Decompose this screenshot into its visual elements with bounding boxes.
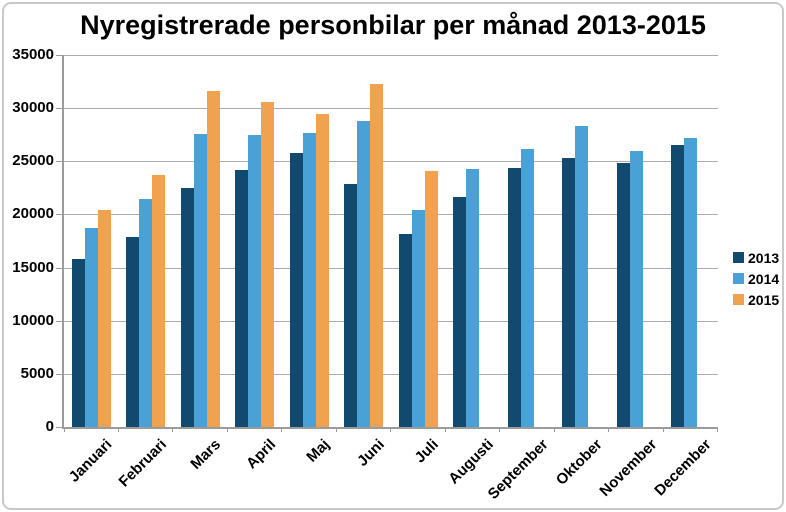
x-axis-tick bbox=[64, 427, 65, 432]
legend: 2013 2014 2015 bbox=[733, 247, 779, 310]
legend-swatch-2014 bbox=[733, 273, 744, 284]
y-axis-label-25000: 25000 bbox=[12, 152, 54, 170]
bar-2013-Juli bbox=[398, 233, 412, 427]
y-axis-label-35000: 35000 bbox=[12, 46, 54, 63]
y-axis-tick bbox=[56, 267, 62, 269]
bar-2013-Mars bbox=[180, 187, 194, 427]
bar-2013-December bbox=[671, 145, 685, 427]
bar-2013-November bbox=[616, 163, 630, 427]
bar-2015-Juni bbox=[370, 83, 384, 427]
bar-2013-Maj bbox=[289, 152, 303, 427]
y-axis-label-30000: 30000 bbox=[12, 99, 54, 117]
x-axis-label-Maj: Maj bbox=[303, 436, 334, 466]
x-axis-tick bbox=[281, 427, 282, 432]
bar-2013-Augusti bbox=[453, 196, 467, 427]
bar-2015-Juli bbox=[424, 170, 438, 427]
bar-2015-April bbox=[261, 102, 275, 427]
x-axis-tick bbox=[335, 427, 337, 432]
plot-area: 0 5000 10000 15000 20000 25000 30000 35000 Janua… bbox=[12, 47, 718, 503]
y-axis-label-20000: 20000 bbox=[12, 205, 54, 223]
x-axis-label-November: November bbox=[596, 436, 661, 500]
x-axis-label-December: December bbox=[651, 436, 715, 500]
legend-label-2013: 2013 bbox=[748, 249, 780, 266]
bar-2015-Februari bbox=[152, 175, 166, 427]
x-axis-tick bbox=[117, 427, 119, 432]
x-axis-tick bbox=[226, 427, 228, 432]
bar-2014-December bbox=[684, 138, 698, 427]
gridline-25000 bbox=[64, 161, 718, 163]
y-axis-tick bbox=[56, 55, 62, 56]
legend-item-2014: 2014 bbox=[733, 268, 779, 289]
legend-swatch-2015 bbox=[733, 294, 744, 305]
bar-2015-Maj bbox=[315, 114, 329, 427]
x-axis-tick bbox=[444, 427, 446, 432]
legend-swatch-2013 bbox=[733, 252, 744, 263]
gridline-5000 bbox=[64, 373, 718, 375]
bar-2014-April bbox=[248, 134, 262, 427]
legend-label-2015: 2015 bbox=[748, 291, 780, 308]
x-axis-label-April: April bbox=[242, 436, 279, 473]
x-axis-tick bbox=[717, 427, 718, 432]
y-axis-tick bbox=[56, 320, 62, 322]
bar-2014-September bbox=[520, 149, 534, 427]
bar-2013-Oktober bbox=[562, 158, 576, 427]
gridline-10000 bbox=[64, 320, 718, 322]
bar-2013-April bbox=[235, 170, 249, 427]
x-axis-label-Januari: Januari bbox=[65, 436, 116, 486]
x-axis-tick bbox=[390, 427, 391, 432]
y-axis-label-15000: 15000 bbox=[12, 258, 54, 276]
y-axis-tick bbox=[56, 373, 62, 375]
bar-2014-Juni bbox=[357, 120, 371, 427]
gridline-15000 bbox=[64, 267, 718, 269]
x-axis-label-Juli: Juli bbox=[411, 436, 443, 467]
x-axis-label-Augusti: Augusti bbox=[445, 436, 497, 488]
x-axis-tick bbox=[553, 427, 555, 432]
bar-2014-Augusti bbox=[466, 168, 480, 427]
x-axis-label-Februari: Februari bbox=[115, 436, 170, 491]
y-axis-tick bbox=[56, 427, 62, 428]
bar-2013-Januari bbox=[71, 259, 85, 427]
y-axis-label-5000: 5000 bbox=[20, 364, 54, 382]
gridline-30000 bbox=[64, 108, 718, 110]
bar-2014-Februari bbox=[139, 198, 153, 427]
bar-2014-Oktober bbox=[575, 126, 589, 427]
y-axis-label-10000: 10000 bbox=[12, 311, 54, 329]
legend-item-2015: 2015 bbox=[733, 289, 779, 310]
bar-2014-Januari bbox=[84, 228, 98, 427]
legend-item-2013: 2013 bbox=[733, 247, 779, 268]
gridline-35000 bbox=[64, 55, 718, 56]
x-axis-label-Mars: Mars bbox=[187, 436, 225, 473]
chart-title: Nyregistrerade personbilar per månad 201… bbox=[80, 10, 706, 40]
bar-2015-Januari bbox=[97, 210, 111, 427]
bar-2015-Mars bbox=[206, 91, 220, 427]
x-axis-tick bbox=[608, 427, 609, 432]
y-axis-tick bbox=[56, 214, 62, 216]
bar-2014-Maj bbox=[302, 133, 316, 427]
gridline-20000 bbox=[64, 214, 718, 216]
legend-label-2014: 2014 bbox=[748, 270, 780, 287]
x-axis-label-Juni: Juni bbox=[353, 436, 388, 470]
bar-2013-September bbox=[507, 167, 521, 427]
bar-2014-Juli bbox=[411, 209, 425, 427]
x-axis-label-Oktober: Oktober bbox=[553, 436, 606, 489]
x-axis-tick bbox=[172, 427, 173, 432]
bar-2014-Mars bbox=[193, 133, 207, 427]
y-axis-tick bbox=[56, 108, 62, 110]
y-axis-tick bbox=[56, 161, 62, 163]
x-axis-tick bbox=[662, 427, 664, 432]
y-axis-label-0: 0 bbox=[45, 418, 54, 435]
bar-2014-November bbox=[629, 150, 643, 427]
bar-2013-Februari bbox=[126, 236, 140, 427]
x-axis-tick bbox=[499, 427, 500, 432]
bar-2013-Juni bbox=[344, 183, 358, 427]
